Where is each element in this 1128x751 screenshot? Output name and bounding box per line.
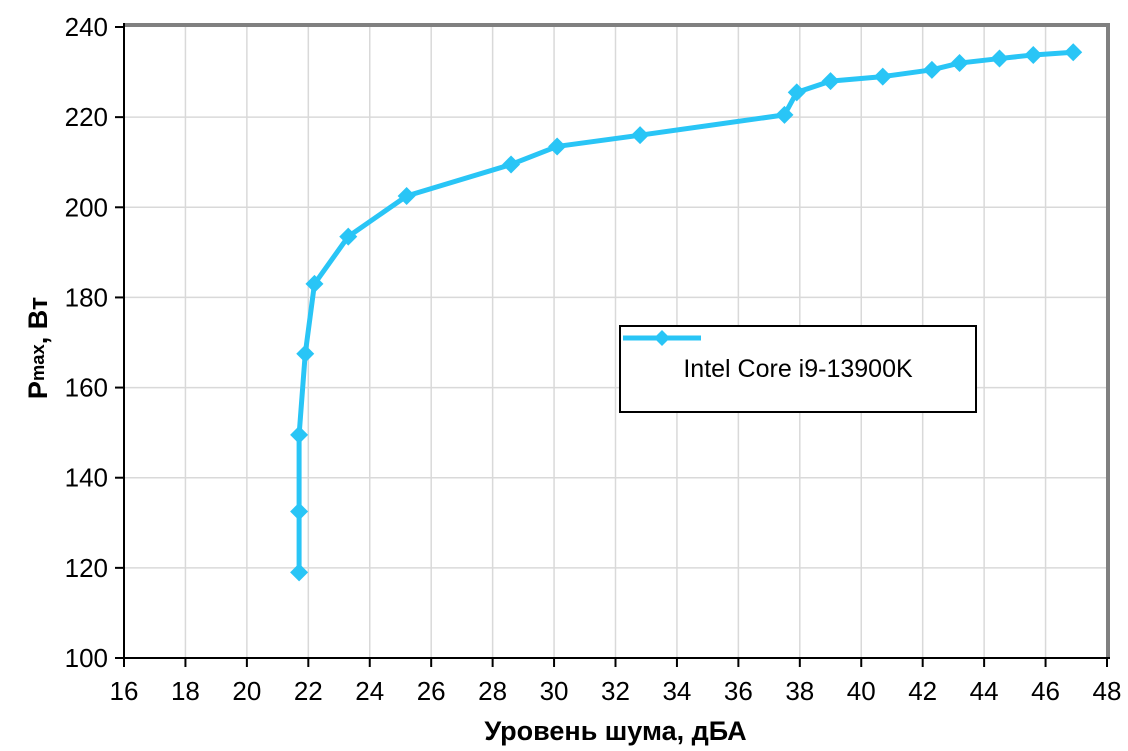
series-marker-icon bbox=[623, 330, 701, 346]
data-point-marker bbox=[1064, 43, 1083, 62]
data-point-marker bbox=[296, 344, 315, 363]
x-tick-label: 18 bbox=[171, 676, 200, 706]
data-point-marker bbox=[990, 49, 1009, 68]
x-tick-label: 24 bbox=[355, 676, 384, 706]
data-point-marker bbox=[873, 67, 892, 86]
x-tick-label: 34 bbox=[662, 676, 691, 706]
data-point-marker bbox=[1024, 45, 1043, 64]
data-point-marker bbox=[631, 126, 650, 145]
y-tick-label: 120 bbox=[65, 553, 108, 583]
data-point-marker bbox=[775, 105, 794, 124]
data-point-marker bbox=[290, 425, 309, 444]
y-axis-unit: , Вт bbox=[22, 296, 53, 345]
legend-label: Intel Core i9-13900K bbox=[683, 354, 913, 383]
y-axis-symbol: P bbox=[22, 381, 53, 400]
x-tick-label: 38 bbox=[785, 676, 814, 706]
y-tick-label: 100 bbox=[65, 643, 108, 673]
data-point-marker bbox=[305, 274, 324, 293]
data-point-marker bbox=[548, 137, 567, 156]
x-axis-title: Уровень шума, дБА bbox=[484, 716, 747, 746]
data-point-marker bbox=[787, 83, 806, 102]
y-tick-label: 160 bbox=[65, 373, 108, 403]
x-tick-label: 16 bbox=[110, 676, 139, 706]
x-tick-label: 26 bbox=[417, 676, 446, 706]
data-point-marker bbox=[922, 60, 941, 79]
x-tick-label: 36 bbox=[724, 676, 753, 706]
x-tick-label: 30 bbox=[540, 676, 569, 706]
data-point-marker bbox=[821, 72, 840, 91]
y-tick-label: 240 bbox=[65, 12, 108, 42]
data-point-marker bbox=[339, 227, 358, 246]
data-point-marker bbox=[502, 155, 521, 174]
x-tick-label: 42 bbox=[908, 676, 937, 706]
x-tick-label: 44 bbox=[970, 676, 999, 706]
x-tick-label: 22 bbox=[294, 676, 323, 706]
x-tick-label: 40 bbox=[847, 676, 876, 706]
data-point-marker bbox=[397, 187, 416, 206]
x-tick-label: 28 bbox=[478, 676, 507, 706]
y-tick-label: 180 bbox=[65, 282, 108, 312]
series-line bbox=[296, 49, 1076, 575]
y-tick-label: 140 bbox=[65, 463, 108, 493]
data-point-marker bbox=[950, 54, 969, 73]
x-tick-label: 48 bbox=[1093, 676, 1122, 706]
x-tick-label: 20 bbox=[232, 676, 261, 706]
x-tick-label: 46 bbox=[1031, 676, 1060, 706]
data-point-marker bbox=[290, 502, 309, 521]
legend-box: Intel Core i9-13900K bbox=[619, 325, 977, 413]
y-tick-label: 220 bbox=[65, 102, 108, 132]
data-point-marker bbox=[290, 563, 309, 582]
y-tick-label: 200 bbox=[65, 192, 108, 222]
x-tick-label: 32 bbox=[601, 676, 630, 706]
